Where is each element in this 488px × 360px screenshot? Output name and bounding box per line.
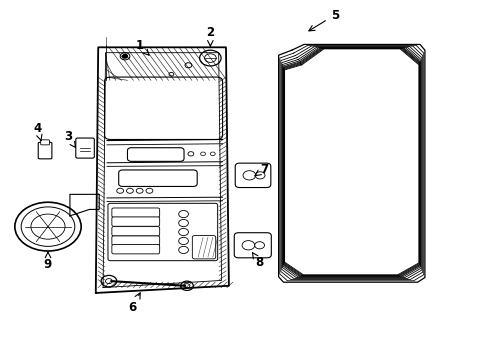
Circle shape [254,242,264,249]
Circle shape [178,237,188,244]
Circle shape [199,50,221,66]
Circle shape [101,275,117,287]
Text: 9: 9 [44,252,52,271]
FancyBboxPatch shape [112,236,159,245]
Circle shape [178,220,188,226]
FancyBboxPatch shape [112,217,159,226]
Circle shape [31,214,65,239]
FancyBboxPatch shape [127,148,183,161]
FancyBboxPatch shape [76,138,94,158]
Circle shape [122,54,127,58]
Circle shape [242,240,254,250]
Circle shape [178,246,188,253]
Circle shape [136,188,143,193]
FancyBboxPatch shape [192,235,215,259]
Text: 3: 3 [64,130,75,148]
Text: 5: 5 [308,9,338,31]
Circle shape [105,279,112,284]
FancyBboxPatch shape [104,77,222,139]
Circle shape [178,228,188,235]
FancyBboxPatch shape [38,142,52,159]
Text: 4: 4 [33,122,42,140]
Text: 1: 1 [135,39,149,55]
Circle shape [187,152,193,156]
FancyBboxPatch shape [112,244,159,254]
Text: 8: 8 [252,253,263,269]
Circle shape [210,152,215,156]
FancyBboxPatch shape [41,140,49,145]
FancyBboxPatch shape [112,208,159,217]
Circle shape [15,202,81,251]
Circle shape [168,72,173,76]
FancyBboxPatch shape [119,170,197,186]
Text: 2: 2 [206,27,214,46]
Circle shape [255,172,264,179]
FancyBboxPatch shape [235,163,270,188]
FancyBboxPatch shape [112,226,159,236]
Circle shape [178,211,188,218]
Text: 7: 7 [254,163,267,176]
Circle shape [126,188,133,193]
Text: 6: 6 [128,293,140,314]
Circle shape [204,54,216,62]
Circle shape [243,171,255,180]
Circle shape [183,284,189,288]
Circle shape [200,152,205,156]
Circle shape [21,207,75,246]
Circle shape [184,63,191,68]
Circle shape [180,281,193,291]
Circle shape [120,53,130,60]
FancyBboxPatch shape [234,233,271,258]
Circle shape [117,188,123,193]
Circle shape [146,188,153,193]
FancyBboxPatch shape [108,203,217,261]
